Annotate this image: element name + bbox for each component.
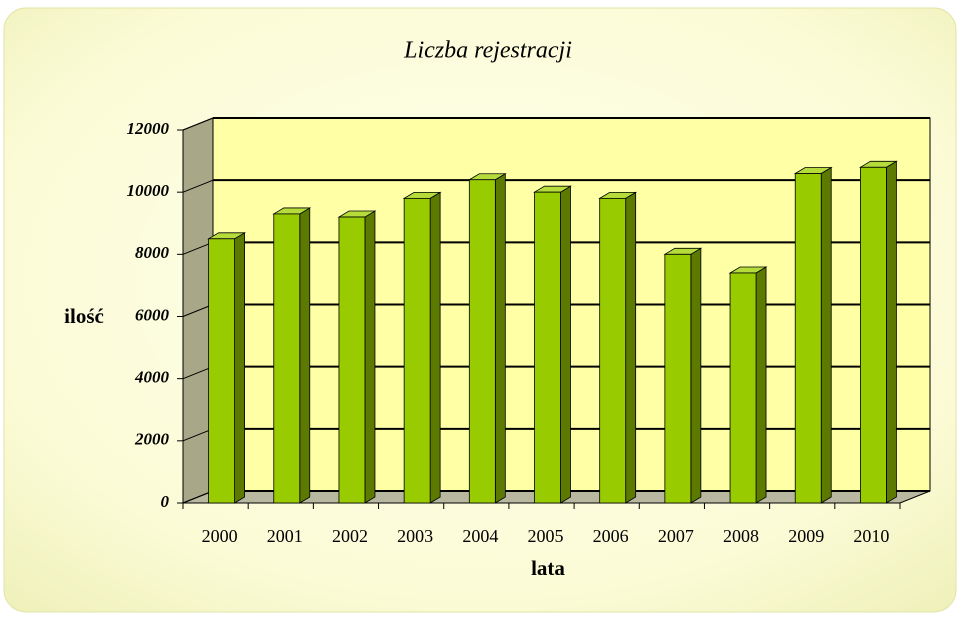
x-axis-label: lata <box>531 556 565 580</box>
y-tick-label: 4000 <box>134 368 170 387</box>
bar-front <box>273 213 301 504</box>
bar-side <box>886 160 897 504</box>
y-tick-label: 12000 <box>127 119 170 138</box>
bar <box>272 207 312 504</box>
x-tick-label: 2007 <box>658 526 694 546</box>
bar-front <box>860 166 887 504</box>
bar-side <box>234 232 245 504</box>
bar-front <box>599 197 627 504</box>
y-tick-label: 8000 <box>135 243 170 262</box>
bar-front <box>729 272 757 504</box>
bar-side <box>364 210 376 504</box>
bar <box>402 191 442 504</box>
bar <box>663 247 703 504</box>
bar <box>858 160 898 504</box>
bar-side <box>429 191 441 504</box>
bar-side <box>690 247 702 504</box>
bar <box>207 232 247 504</box>
bar-side <box>299 207 311 504</box>
bar-side <box>755 266 767 504</box>
grid-line <box>182 490 214 504</box>
y-tick-label: 10000 <box>127 181 170 200</box>
grid-line <box>182 366 214 380</box>
x-tick-label: 2003 <box>397 526 433 546</box>
bar <box>793 166 833 504</box>
bar <box>728 266 768 504</box>
bar-side <box>820 166 832 504</box>
x-tick-label: 2005 <box>528 526 564 546</box>
bar-front <box>403 197 431 504</box>
grid-line <box>182 179 214 193</box>
bar-front <box>794 173 822 504</box>
x-tick-label: 2008 <box>723 526 759 546</box>
bar-front <box>208 238 235 504</box>
y-axis-label: ilość <box>64 304 104 328</box>
grid-line <box>182 304 214 317</box>
bar <box>533 185 572 504</box>
y-tick-label: 6000 <box>135 305 170 324</box>
grid-line <box>182 428 214 442</box>
bar-front <box>468 179 496 504</box>
bar-front <box>534 191 561 504</box>
x-tick-label: 2000 <box>202 526 238 546</box>
chart-title: Liczba rejestracji <box>403 38 572 64</box>
bar <box>467 173 507 504</box>
x-tick-label: 2002 <box>332 526 368 546</box>
x-tick-label: 2009 <box>788 526 824 546</box>
x-tick-label: 2004 <box>462 526 498 546</box>
grid-line <box>182 117 214 131</box>
bar-side <box>625 191 637 504</box>
y-tick-label: 0 <box>161 492 170 511</box>
bar-side <box>494 173 506 504</box>
x-tick-label: 2001 <box>267 526 303 546</box>
bar <box>337 210 377 504</box>
bar-front <box>664 253 692 504</box>
bar <box>598 191 638 504</box>
bar-front <box>338 216 366 504</box>
bar-side <box>560 185 571 504</box>
y-tick-label: 2000 <box>134 430 170 449</box>
x-tick-label: 2006 <box>593 526 629 546</box>
grid-line <box>182 241 214 255</box>
x-tick-label: 2010 <box>853 526 889 546</box>
